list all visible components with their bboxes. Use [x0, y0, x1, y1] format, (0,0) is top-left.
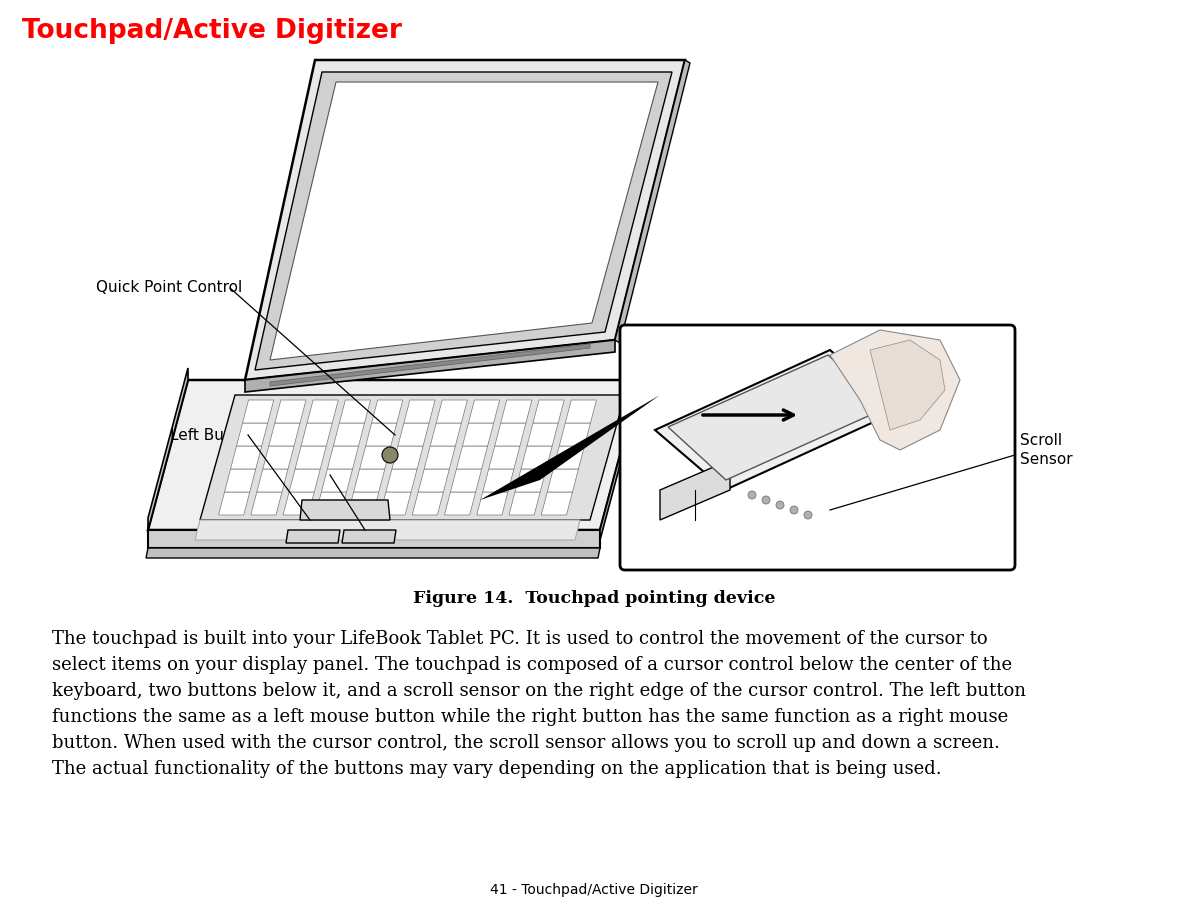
- Polygon shape: [263, 446, 294, 469]
- Polygon shape: [457, 446, 487, 469]
- Text: The touchpad is built into your LifeBook Tablet PC. It is used to control the mo: The touchpad is built into your LifeBook…: [52, 630, 988, 648]
- Polygon shape: [515, 469, 546, 492]
- Text: Left Button: Left Button: [170, 427, 254, 442]
- Polygon shape: [359, 446, 391, 469]
- Polygon shape: [509, 492, 540, 515]
- Polygon shape: [565, 400, 597, 423]
- Text: select items on your display panel. The touchpad is composed of a cursor control: select items on your display panel. The …: [52, 656, 1012, 674]
- Polygon shape: [489, 446, 520, 469]
- Polygon shape: [225, 469, 256, 492]
- Polygon shape: [147, 368, 188, 530]
- Polygon shape: [315, 492, 346, 515]
- Polygon shape: [424, 446, 455, 469]
- Polygon shape: [146, 548, 600, 558]
- Polygon shape: [200, 395, 625, 520]
- Polygon shape: [451, 469, 482, 492]
- Polygon shape: [295, 446, 326, 469]
- Text: Scroll
Sensor: Scroll Sensor: [1020, 433, 1072, 467]
- Polygon shape: [347, 492, 379, 515]
- Circle shape: [776, 501, 784, 509]
- Polygon shape: [231, 446, 262, 469]
- Polygon shape: [301, 423, 332, 446]
- Polygon shape: [327, 446, 359, 469]
- Circle shape: [804, 511, 812, 519]
- Polygon shape: [483, 469, 514, 492]
- Polygon shape: [553, 446, 585, 469]
- Polygon shape: [419, 469, 449, 492]
- Polygon shape: [251, 492, 282, 515]
- Polygon shape: [477, 492, 508, 515]
- Polygon shape: [333, 423, 365, 446]
- Polygon shape: [254, 72, 672, 370]
- Polygon shape: [668, 355, 886, 480]
- Polygon shape: [321, 469, 353, 492]
- Polygon shape: [372, 400, 403, 423]
- Polygon shape: [270, 344, 590, 386]
- Polygon shape: [521, 446, 552, 469]
- Circle shape: [762, 496, 770, 504]
- Polygon shape: [289, 469, 320, 492]
- Polygon shape: [283, 492, 314, 515]
- Polygon shape: [237, 423, 268, 446]
- Circle shape: [748, 491, 756, 499]
- Polygon shape: [430, 423, 461, 446]
- Polygon shape: [275, 400, 306, 423]
- Text: Quick Point Control: Quick Point Control: [96, 281, 243, 295]
- Text: button. When used with the cursor control, the scroll sensor allows you to scrol: button. When used with the cursor contro…: [52, 734, 1000, 752]
- Polygon shape: [339, 400, 371, 423]
- Text: 41 - Touchpad/Active Digitizer: 41 - Touchpad/Active Digitizer: [490, 883, 698, 897]
- FancyBboxPatch shape: [619, 325, 1015, 570]
- Circle shape: [789, 506, 798, 514]
- Polygon shape: [559, 423, 591, 446]
- Text: Touchpad/Active Digitizer: Touchpad/Active Digitizer: [23, 18, 402, 44]
- Polygon shape: [398, 423, 429, 446]
- Polygon shape: [392, 446, 423, 469]
- Polygon shape: [655, 350, 900, 490]
- Text: functions the same as a left mouse button while the right button has the same fu: functions the same as a left mouse butto…: [52, 708, 1008, 726]
- Polygon shape: [413, 492, 443, 515]
- Text: keyboard, two buttons below it, and a scroll sensor on the right edge of the cur: keyboard, two buttons below it, and a sc…: [52, 682, 1026, 700]
- Polygon shape: [468, 400, 499, 423]
- Polygon shape: [445, 492, 476, 515]
- Polygon shape: [353, 469, 385, 492]
- Polygon shape: [307, 400, 338, 423]
- Polygon shape: [463, 423, 493, 446]
- Polygon shape: [547, 469, 579, 492]
- Polygon shape: [830, 330, 960, 450]
- Polygon shape: [269, 423, 300, 446]
- Polygon shape: [245, 340, 615, 392]
- Polygon shape: [495, 423, 526, 446]
- Polygon shape: [615, 60, 690, 343]
- Polygon shape: [366, 423, 397, 446]
- Polygon shape: [342, 530, 396, 543]
- Polygon shape: [527, 423, 558, 446]
- Polygon shape: [541, 492, 572, 515]
- Circle shape: [382, 447, 398, 463]
- Polygon shape: [147, 530, 600, 548]
- Polygon shape: [287, 530, 340, 543]
- Polygon shape: [404, 400, 435, 423]
- Polygon shape: [219, 492, 250, 515]
- Polygon shape: [195, 520, 580, 540]
- Polygon shape: [870, 340, 945, 430]
- Polygon shape: [147, 380, 640, 530]
- Polygon shape: [501, 400, 531, 423]
- Polygon shape: [257, 469, 288, 492]
- Polygon shape: [243, 400, 273, 423]
- Polygon shape: [600, 380, 640, 540]
- Polygon shape: [380, 492, 411, 515]
- Polygon shape: [270, 82, 658, 360]
- Polygon shape: [300, 500, 390, 520]
- Polygon shape: [436, 400, 467, 423]
- Polygon shape: [660, 460, 730, 520]
- Polygon shape: [245, 60, 685, 380]
- Polygon shape: [480, 395, 660, 500]
- Text: Figure 14.  Touchpad pointing device: Figure 14. Touchpad pointing device: [413, 590, 775, 607]
- Polygon shape: [386, 469, 417, 492]
- Text: Right Button: Right Button: [218, 468, 314, 483]
- Text: The actual functionality of the buttons may vary depending on the application th: The actual functionality of the buttons …: [52, 760, 942, 778]
- Polygon shape: [533, 400, 564, 423]
